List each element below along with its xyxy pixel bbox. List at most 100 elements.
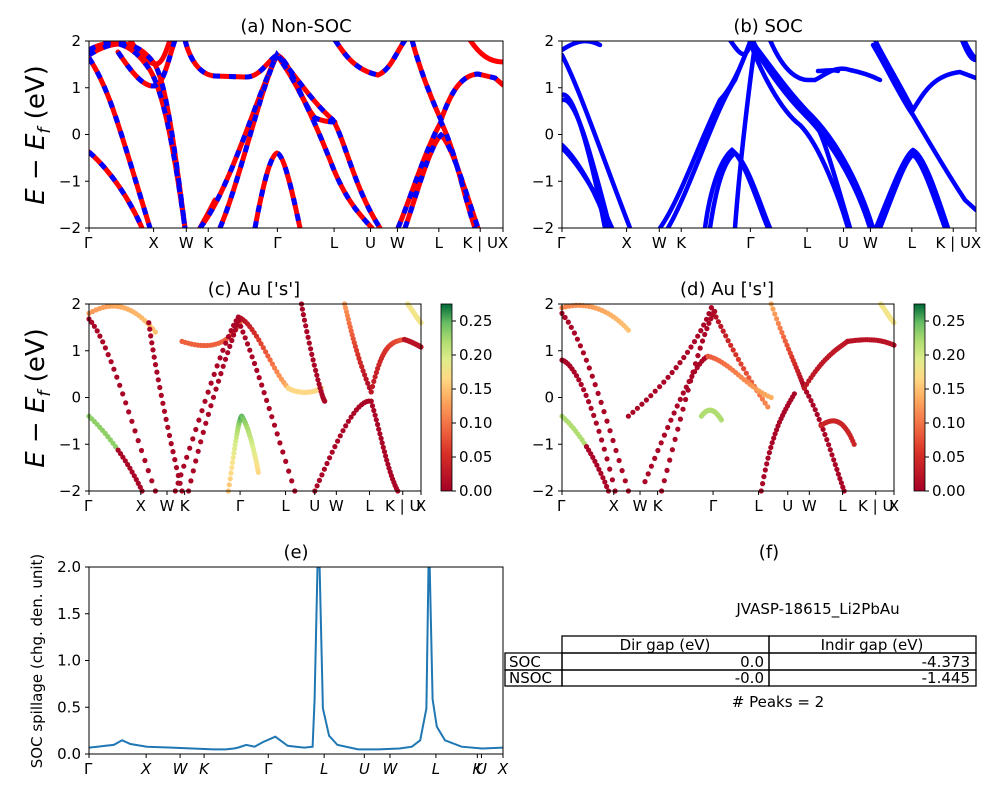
band-line bbox=[815, 67, 841, 74]
x-tick-label: X bbox=[971, 234, 981, 252]
panel-d-colorbar: 0.25 0.20 0.15 0.10 0.05 0.00 bbox=[913, 303, 965, 500]
band-point bbox=[610, 437, 616, 444]
band-point bbox=[229, 337, 235, 344]
band-point bbox=[187, 445, 193, 451]
band-point bbox=[673, 365, 679, 371]
band-point bbox=[738, 361, 744, 367]
band-point bbox=[384, 457, 390, 463]
band-line bbox=[332, 41, 408, 78]
table-grid bbox=[504, 635, 977, 687]
band-point bbox=[769, 440, 775, 446]
band-point bbox=[125, 461, 131, 468]
band-point bbox=[308, 346, 314, 352]
band-point bbox=[225, 334, 232, 340]
band-point bbox=[827, 447, 833, 453]
band-point bbox=[348, 328, 354, 334]
x-tick-label: U bbox=[309, 497, 320, 515]
band-point bbox=[655, 447, 661, 454]
band-point bbox=[675, 426, 681, 432]
y-tick-label: −1 bbox=[59, 435, 81, 453]
band-point bbox=[596, 466, 602, 472]
band-point bbox=[718, 323, 724, 329]
band-point bbox=[378, 435, 384, 441]
band-point bbox=[220, 363, 226, 369]
x-tick-label: X bbox=[621, 234, 631, 252]
band-point bbox=[283, 458, 289, 464]
x-tick-label: W bbox=[173, 760, 189, 778]
band-point bbox=[648, 393, 654, 399]
band-point bbox=[680, 390, 686, 396]
x-tick-label: K bbox=[199, 760, 210, 778]
band-point bbox=[351, 340, 357, 346]
band-point bbox=[759, 396, 766, 402]
panel-b-title: (b) SOC bbox=[733, 16, 802, 37]
band-point bbox=[840, 484, 846, 490]
y-tick-label: 1 bbox=[544, 342, 554, 360]
band-line bbox=[870, 42, 976, 213]
band-point bbox=[602, 479, 608, 485]
band-point bbox=[324, 460, 330, 467]
band-point bbox=[301, 317, 308, 323]
band-point bbox=[190, 436, 196, 442]
band-line bbox=[562, 41, 603, 53]
band-line-dashed bbox=[89, 41, 188, 228]
band-point bbox=[591, 412, 597, 418]
x-tick-label: Γ bbox=[746, 234, 755, 252]
colorbar-tick-label: 0.25 bbox=[932, 312, 965, 330]
band-point bbox=[274, 431, 280, 437]
table-cell-soc-indir: -4.373 bbox=[922, 653, 970, 671]
x-tick-label: U bbox=[782, 497, 793, 515]
colorbar-bar bbox=[440, 303, 453, 492]
colorbar-tick-label: 0.00 bbox=[932, 482, 965, 500]
band-point bbox=[698, 328, 704, 334]
colorbar-tick-label: 0.05 bbox=[932, 448, 965, 466]
band-line bbox=[727, 41, 753, 57]
x-tick-label: X bbox=[148, 234, 158, 252]
band-point bbox=[838, 480, 845, 486]
colorbar-tick-label: 0.20 bbox=[932, 346, 965, 364]
band-point bbox=[261, 390, 267, 396]
band-point bbox=[303, 323, 309, 329]
x-tick-label: L bbox=[281, 497, 290, 515]
band-point bbox=[691, 339, 698, 345]
band-point bbox=[607, 428, 613, 434]
band-point bbox=[108, 359, 114, 365]
band-point bbox=[232, 327, 238, 333]
colorbar-tick-label: 0.15 bbox=[932, 380, 965, 398]
band-point bbox=[231, 450, 237, 456]
band-point bbox=[247, 347, 253, 353]
band-point bbox=[329, 449, 335, 455]
band-point bbox=[851, 441, 857, 447]
band-point bbox=[327, 455, 333, 461]
band-point bbox=[102, 345, 108, 351]
x-tick-label: Γ bbox=[264, 760, 273, 778]
band-point bbox=[704, 326, 710, 332]
band-point bbox=[571, 330, 578, 336]
band-point bbox=[835, 471, 842, 477]
x-tick-label: W bbox=[652, 234, 667, 252]
band-line bbox=[89, 149, 145, 228]
band-point bbox=[680, 406, 686, 412]
band-point bbox=[215, 378, 222, 384]
band-point bbox=[166, 432, 173, 439]
band-point bbox=[667, 457, 673, 463]
band-point bbox=[173, 465, 180, 471]
band-point bbox=[360, 368, 366, 374]
x-tick-label: W bbox=[160, 497, 175, 515]
band-point bbox=[355, 351, 361, 358]
band-point bbox=[598, 470, 604, 476]
band-point bbox=[271, 422, 278, 428]
x-tick-label: L bbox=[432, 760, 440, 778]
band-point bbox=[310, 357, 316, 363]
x-tick-label: Γ bbox=[84, 234, 93, 252]
band-point bbox=[622, 478, 628, 484]
band-point bbox=[568, 324, 574, 330]
band-point bbox=[661, 432, 668, 438]
band-point bbox=[89, 319, 95, 325]
band-point bbox=[315, 377, 321, 383]
band-point bbox=[235, 318, 241, 324]
band-point bbox=[592, 458, 598, 464]
band-point bbox=[580, 350, 587, 356]
band-point bbox=[834, 466, 840, 472]
x-tick-label: K bbox=[653, 497, 664, 515]
